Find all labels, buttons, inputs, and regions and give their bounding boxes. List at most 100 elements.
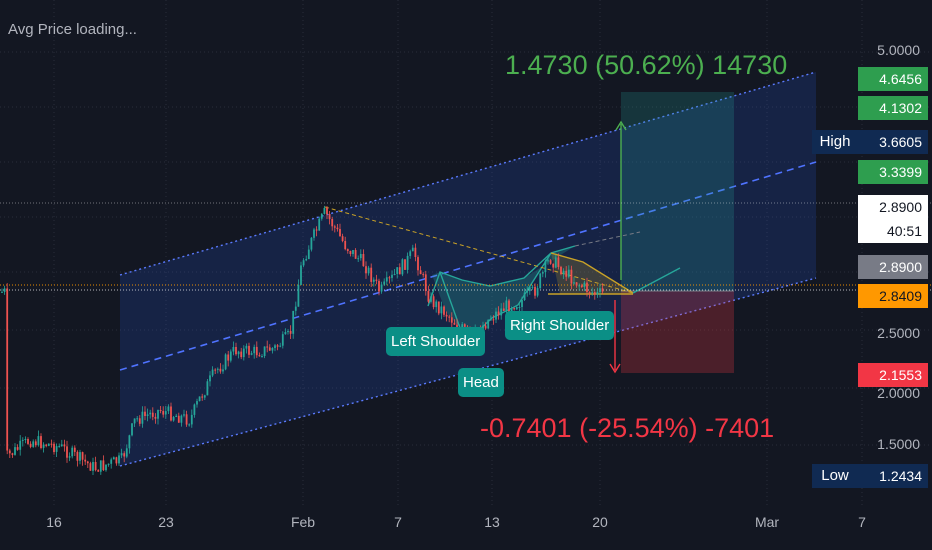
candle	[58, 443, 61, 448]
candle-body	[232, 347, 235, 352]
candle-body	[411, 247, 414, 252]
candle-body	[105, 464, 107, 471]
candle-body	[586, 282, 588, 293]
candle-body	[175, 415, 178, 417]
candle-body	[388, 277, 391, 279]
candle-body	[211, 369, 214, 376]
candle	[588, 291, 591, 299]
candle	[297, 279, 300, 307]
candle	[552, 263, 555, 273]
candle-body	[515, 307, 518, 310]
candle-body	[430, 296, 432, 302]
candle	[489, 315, 492, 321]
candle	[284, 328, 287, 335]
candle	[370, 263, 373, 287]
candle-body	[560, 266, 562, 275]
candle	[378, 278, 380, 296]
candle-body	[99, 460, 102, 472]
candle	[536, 286, 539, 298]
candle	[55, 443, 58, 457]
candle	[118, 452, 120, 466]
candle-body	[63, 444, 66, 447]
candle	[222, 364, 224, 374]
candle-body	[333, 226, 336, 228]
price-lines	[0, 202, 932, 291]
candle	[534, 283, 536, 299]
candle	[320, 213, 323, 221]
candle-body	[313, 229, 315, 238]
candle-body	[505, 300, 508, 311]
candle	[310, 237, 313, 252]
candle	[63, 439, 66, 452]
candle	[596, 287, 599, 298]
candle-body	[383, 281, 386, 285]
candle	[14, 443, 16, 456]
candle	[144, 406, 146, 421]
candle-body	[523, 292, 526, 300]
candle	[328, 211, 331, 225]
candle	[560, 265, 562, 276]
candle-body	[518, 307, 521, 308]
candle-body	[370, 267, 373, 282]
candle-body	[68, 456, 71, 458]
candle-body	[323, 207, 326, 214]
candle	[141, 406, 144, 428]
candle	[115, 456, 118, 466]
candle	[492, 315, 495, 325]
candle	[53, 441, 55, 455]
candle	[385, 271, 388, 286]
candle-body	[315, 229, 318, 231]
triangle-upper	[550, 252, 634, 294]
candle-body	[203, 395, 206, 398]
candle-body	[588, 292, 591, 294]
candle-body	[557, 257, 560, 267]
candle	[453, 319, 456, 325]
candle-body	[432, 296, 435, 308]
candle-body	[487, 319, 490, 329]
long-position-tool[interactable]	[609, 92, 734, 374]
candle-body	[11, 453, 14, 455]
candle-body	[583, 282, 586, 288]
candle-body	[235, 347, 237, 355]
candlestick-series[interactable]	[1, 205, 604, 475]
candle-body	[544, 260, 547, 272]
candle	[357, 255, 360, 262]
candle-body	[180, 415, 183, 423]
candle	[276, 344, 279, 351]
candle	[432, 294, 435, 310]
candle-body	[188, 424, 191, 426]
candle-body	[248, 345, 250, 355]
candle	[437, 301, 440, 316]
candle-body	[378, 280, 380, 292]
candle-body	[53, 443, 55, 452]
candle	[547, 257, 549, 265]
candle	[211, 366, 214, 378]
profit-zone	[621, 92, 734, 291]
candle-body	[227, 354, 230, 361]
pattern-fill	[432, 246, 575, 335]
candle-body	[266, 346, 269, 348]
candle-body	[201, 396, 204, 398]
candle	[32, 439, 35, 448]
candle	[21, 437, 24, 447]
candle	[539, 272, 542, 290]
candle-body	[346, 249, 349, 251]
candle	[196, 398, 198, 408]
candle-body	[32, 441, 35, 447]
candle-body	[37, 436, 40, 446]
candle-body	[206, 381, 209, 396]
candle-body	[482, 325, 484, 333]
candle	[544, 259, 547, 278]
candle	[34, 439, 37, 448]
candle	[242, 345, 245, 361]
candle	[164, 405, 167, 419]
candle-body	[427, 291, 430, 302]
candle-body	[497, 311, 500, 316]
candle	[84, 454, 87, 465]
candle	[414, 243, 417, 262]
candle-body	[599, 288, 601, 292]
candle-body	[261, 356, 263, 357]
candle-body	[281, 334, 284, 346]
